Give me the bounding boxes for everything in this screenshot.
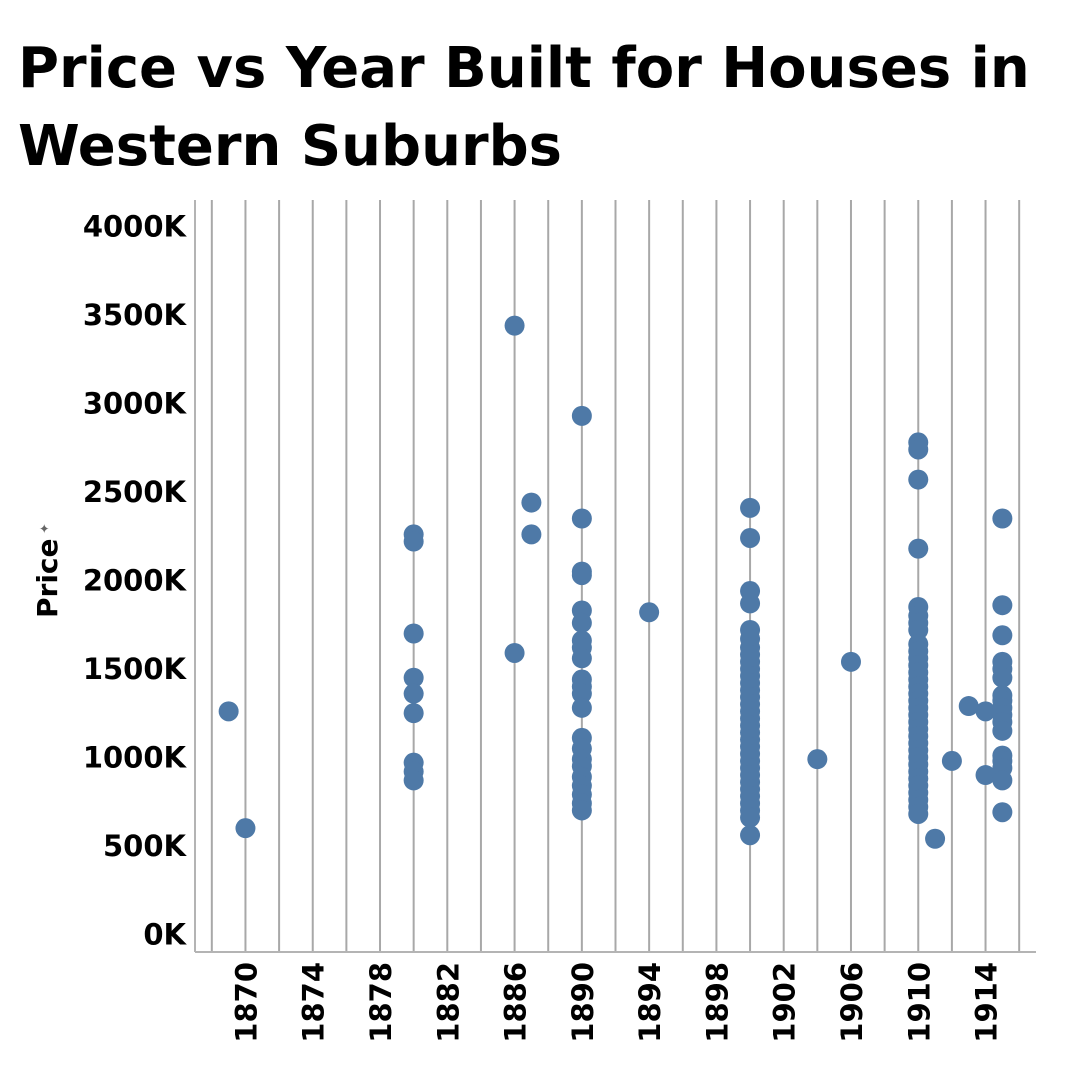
scatter-point	[992, 625, 1013, 646]
scatter-point	[571, 800, 592, 821]
scatter-point	[403, 623, 424, 644]
scatter-point	[403, 531, 424, 552]
pin-icon: ✦	[38, 523, 53, 534]
scatter-point	[403, 667, 424, 688]
scatter-point	[521, 492, 542, 513]
x-tick-label: 1898	[700, 962, 734, 1043]
scatter-point	[521, 524, 542, 545]
scatter-point	[740, 527, 761, 548]
y-tick-label: 3500K	[83, 298, 188, 332]
scatter-point	[807, 749, 828, 770]
scatter-point	[958, 696, 979, 717]
scatter-point	[941, 750, 962, 771]
x-tick-label: 1886	[499, 962, 533, 1043]
data-points	[218, 315, 1013, 849]
y-axis-title: Price	[31, 538, 64, 618]
y-tick-label: 2500K	[83, 475, 188, 509]
x-tick-label: 1894	[633, 962, 667, 1043]
scatter-point	[992, 508, 1013, 529]
scatter-point	[975, 701, 996, 722]
y-tick-label: 1000K	[83, 740, 188, 774]
scatter-point	[908, 803, 929, 824]
y-tick-label: 0K	[143, 917, 187, 951]
scatter-point	[975, 765, 996, 786]
y-tick-label: 3000K	[83, 386, 188, 420]
scatter-point	[740, 807, 761, 828]
scatter-point	[571, 565, 592, 586]
scatter-point	[504, 315, 525, 336]
scatter-point	[571, 612, 592, 633]
scatter-point	[740, 593, 761, 614]
x-tick-label: 1902	[768, 962, 802, 1043]
chart-title: Price vs Year Built for Houses in Wester…	[18, 36, 1030, 179]
x-tick-label: 1906	[835, 962, 869, 1043]
scatter-point	[403, 703, 424, 724]
grid-lines	[210, 200, 1021, 952]
scatter-point	[639, 602, 660, 623]
scatter-point	[504, 642, 525, 663]
scatter-point	[571, 508, 592, 529]
scatter-point	[840, 651, 861, 672]
scatter-point	[740, 497, 761, 518]
y-axis-title-group: Price ✦	[31, 523, 64, 618]
scatter-point	[908, 538, 929, 559]
x-tick-label: 1874	[297, 962, 331, 1043]
scatter-point	[992, 770, 1013, 791]
scatter-point	[403, 683, 424, 704]
scatter-point	[740, 825, 761, 846]
x-tick-labels: 1870 1874 1878 1882 1886 1890 1894 1898 1902 1906…	[229, 962, 1003, 1043]
scatter-point	[571, 683, 592, 704]
y-tick-label: 500K	[103, 829, 188, 863]
scatter-point	[908, 439, 929, 460]
x-tick-label: 1870	[229, 962, 263, 1043]
axes	[194, 200, 1036, 953]
scatter-point	[571, 697, 592, 718]
x-tick-label: 1878	[364, 962, 398, 1043]
scatter-point	[571, 648, 592, 669]
scatter-point	[403, 770, 424, 791]
scatter-point	[908, 469, 929, 490]
scatter-point	[992, 595, 1013, 616]
x-tick-label: 1914	[970, 962, 1004, 1043]
scatter-point	[925, 828, 946, 849]
scatter-point	[235, 818, 256, 839]
y-tick-label: 1500K	[83, 652, 188, 686]
scatter-point	[992, 802, 1013, 823]
y-tick-label: 4000K	[83, 210, 188, 244]
scatter-point	[218, 701, 239, 722]
scatter-point	[571, 405, 592, 426]
x-tick-label: 1910	[902, 962, 936, 1043]
x-tick-label: 1890	[566, 962, 600, 1043]
y-tick-labels: 0K 500K 1000K 1500K 2000K 2500K 3000K 3500K 4000…	[83, 210, 188, 952]
scatter-point	[992, 667, 1013, 688]
y-tick-label: 2000K	[83, 563, 188, 597]
x-tick-label: 1882	[431, 962, 465, 1043]
scatter-point	[908, 619, 929, 640]
scatter-point	[992, 720, 1013, 741]
